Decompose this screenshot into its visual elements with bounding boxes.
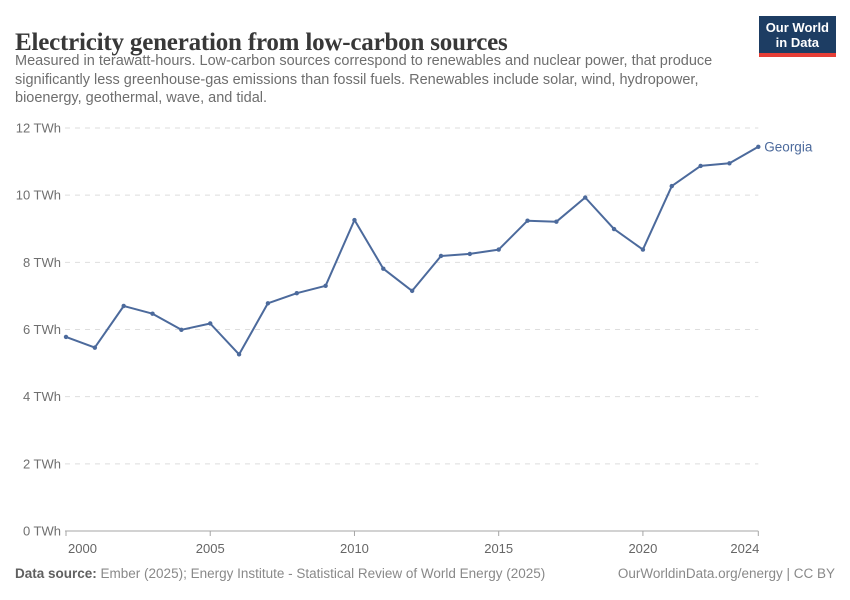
owid-logo-line1: Our World: [765, 20, 829, 35]
data-point-marker[interactable]: [611, 226, 617, 232]
chart-subtitle-line: bioenergy, geothermal, wave, and tidal.: [15, 90, 268, 106]
data-point-marker[interactable]: [265, 301, 271, 306]
data-point-marker[interactable]: [525, 218, 530, 223]
data-point-marker[interactable]: [554, 219, 559, 224]
data-point-marker[interactable]: [438, 253, 444, 259]
data-point-marker[interactable]: [236, 352, 242, 357]
data-point-marker[interactable]: [352, 217, 357, 223]
y-axis-tick-label: 12 TWh: [16, 121, 61, 136]
x-axis-tick-label: 2024: [730, 541, 759, 556]
data-point-marker[interactable]: [756, 144, 761, 150]
data-point-marker[interactable]: [669, 183, 674, 189]
y-axis-tick-label: 0 TWh: [23, 524, 61, 539]
data-point-marker[interactable]: [381, 266, 386, 271]
georgia-line-series[interactable]: [65, 145, 760, 356]
data-source-text: Ember (2025); Energy Institute - Statist…: [96, 566, 546, 581]
x-axis-tick-label: 2020: [628, 541, 657, 556]
owid-logo-line2: in Data: [775, 35, 820, 50]
data-point-marker[interactable]: [150, 311, 155, 316]
y-axis-tick-label: 8 TWh: [23, 255, 61, 270]
owid-logo[interactable]: Our World in Data: [758, 16, 836, 57]
chart-subtitle-line: Measured in terawatt-hours. Low-carbon s…: [15, 53, 713, 69]
data-point-marker[interactable]: [323, 283, 328, 289]
data-point-marker[interactable]: [294, 291, 299, 296]
chart-title: Electricity generation from low-carbon s…: [15, 28, 508, 56]
y-axis-tick-label: 6 TWh: [23, 322, 61, 337]
line-chart-plot-area[interactable]: 0 TWh 2 TWh 4 TWh 6 TWh 8 TWh 10 TWh 12 TWh 200…: [0, 110, 850, 566]
data-point-marker[interactable]: [640, 247, 646, 252]
chart-subtitle: Measured in terawatt-hours. Low-carbon s…: [15, 52, 760, 108]
x-axis-tick-label: 2010: [340, 541, 369, 556]
data-point-marker[interactable]: [179, 327, 184, 333]
data-point-marker[interactable]: [496, 247, 501, 252]
data-point-marker[interactable]: [467, 251, 473, 257]
data-point-marker[interactable]: [63, 334, 69, 340]
x-axis-tick-label: 2005: [196, 541, 225, 556]
owid-credit-link[interactable]: OurWorldinData.org/energy | CC BY: [617, 566, 835, 581]
y-axis-tick-label: 10 TWh: [16, 188, 61, 203]
data-source-label: Data source:: [15, 566, 97, 581]
data-point-marker[interactable]: [208, 321, 213, 326]
data-point-marker[interactable]: [121, 303, 126, 309]
x-axis-tick-label: 2015: [484, 541, 513, 556]
data-point-marker[interactable]: [727, 161, 732, 166]
y-axis-tick-label: 4 TWh: [23, 389, 61, 404]
chart-subtitle-line: significantly less greenhouse-gas emissi…: [15, 71, 699, 88]
x-axis-tick-label: 2000: [68, 541, 97, 556]
data-point-marker[interactable]: [583, 195, 588, 200]
chart-footer: Data source: Ember (2025); Energy Instit…: [15, 566, 835, 581]
y-axis-tick-label: 2 TWh: [23, 456, 61, 471]
data-source-note: Data source: Ember (2025); Energy Instit…: [15, 566, 545, 581]
data-point-marker[interactable]: [409, 288, 415, 294]
data-point-marker[interactable]: [92, 345, 98, 350]
series-end-label[interactable]: Georgia: [764, 139, 813, 154]
data-point-marker[interactable]: [698, 163, 703, 169]
